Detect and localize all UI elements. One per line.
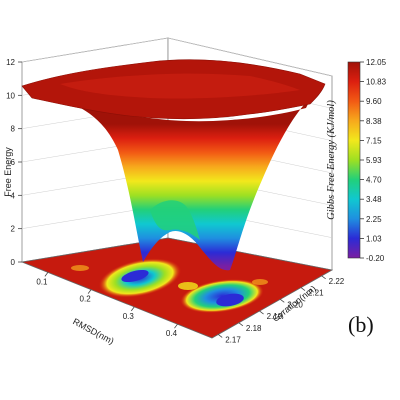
y-tick-mark: [280, 298, 285, 303]
y-tick-label: 2.17: [225, 335, 241, 344]
x-tick-label: 0.2: [80, 295, 92, 304]
floor-speckle-3: [252, 279, 268, 285]
colorbar-tick-label: 4.70: [366, 176, 382, 185]
floor-speckle-1: [178, 282, 198, 290]
colorbar-ticks: 12.05 10.83 9.60 8.38 7.15 5.93 4.70 3.48 2.25 1.…: [360, 58, 387, 263]
x-tick-mark: [44, 272, 49, 277]
x-tick-label: 0.1: [36, 277, 48, 286]
floor-basin-b: [180, 279, 264, 313]
y-tick-mark: [238, 322, 244, 327]
colorbar-tick-label: -0.20: [366, 254, 385, 263]
surface-well-walls: [32, 92, 312, 271]
energy-surface: [21, 59, 326, 271]
z-gridline-right: [167, 37, 333, 77]
colorbar-tick-label: 1.03: [366, 234, 382, 243]
z-tick-label: 4: [11, 191, 16, 200]
surface-ridge: [150, 200, 200, 240]
y-tick-mark: [217, 334, 223, 338]
z-tick-label: 8: [11, 125, 16, 134]
x-tick-label: 0.3: [123, 312, 135, 321]
z-axis-title: Free Energy: [3, 147, 13, 197]
colorbar-tick-label: 9.60: [366, 97, 382, 106]
floor-basin-core-a: [121, 269, 149, 283]
z-gridline: [21, 37, 169, 63]
z-tick-label: 6: [11, 158, 16, 167]
x-axis-title: RMSD(nm): [71, 316, 115, 346]
x-tick-mark: [130, 306, 135, 312]
floor-plane: [20, 237, 334, 339]
panel-label: (b): [348, 312, 374, 337]
colorbar-tick-label: 7.15: [366, 136, 382, 145]
floor-basin-core-b: [216, 293, 244, 307]
y-tick-mark: [300, 287, 306, 291]
x-tick-mark: [87, 289, 92, 294]
colorbar-tick-label: 8.38: [366, 117, 382, 126]
surface-plateau-highlight: [60, 73, 300, 99]
colorbar-tick-label: 3.48: [366, 195, 382, 204]
y-tick-label: 2.22: [329, 277, 345, 286]
y-tick-mark: [259, 310, 264, 315]
y-tick-label: 2.21: [308, 289, 324, 298]
y-tick-mark: [321, 275, 326, 280]
colorbar-tick-label: 5.93: [366, 156, 382, 165]
colorbar: 12.05 10.83 9.60 8.38 7.15 5.93 4.70 3.48 2.25 1.…: [326, 58, 387, 263]
y-axis-ticks: 2.17 2.18 2.19 2.20 2.21 2.22: [217, 275, 345, 344]
x-axis-ticks: 0.1 0.2 0.3 0.4: [36, 272, 178, 338]
floor-speckle-2: [71, 265, 89, 271]
z-tick-label: 2: [11, 225, 16, 234]
z-tick-label: 10: [6, 91, 15, 100]
colorbar-tick-label: 10.83: [366, 78, 387, 87]
z-axis-ticks: 0 2 4 6 8 10 12: [6, 58, 22, 267]
colorbar-bar: [347, 61, 361, 259]
y-tick-label: 2.20: [287, 300, 303, 309]
z-tick-label: 12: [6, 58, 15, 67]
colorbar-title: Gibbs Free Energy (KJ/mol): [326, 100, 337, 220]
y-tick-label: 2.19: [267, 312, 283, 321]
x-tick-mark: [174, 323, 178, 329]
z-tick-label: 0: [11, 258, 16, 267]
colorbar-tick-label: 12.05: [366, 58, 387, 67]
y-tick-label: 2.18: [246, 324, 262, 333]
x-tick-label: 0.4: [166, 329, 178, 338]
floor: [20, 237, 334, 339]
colorbar-tick-label: 2.25: [366, 215, 382, 224]
